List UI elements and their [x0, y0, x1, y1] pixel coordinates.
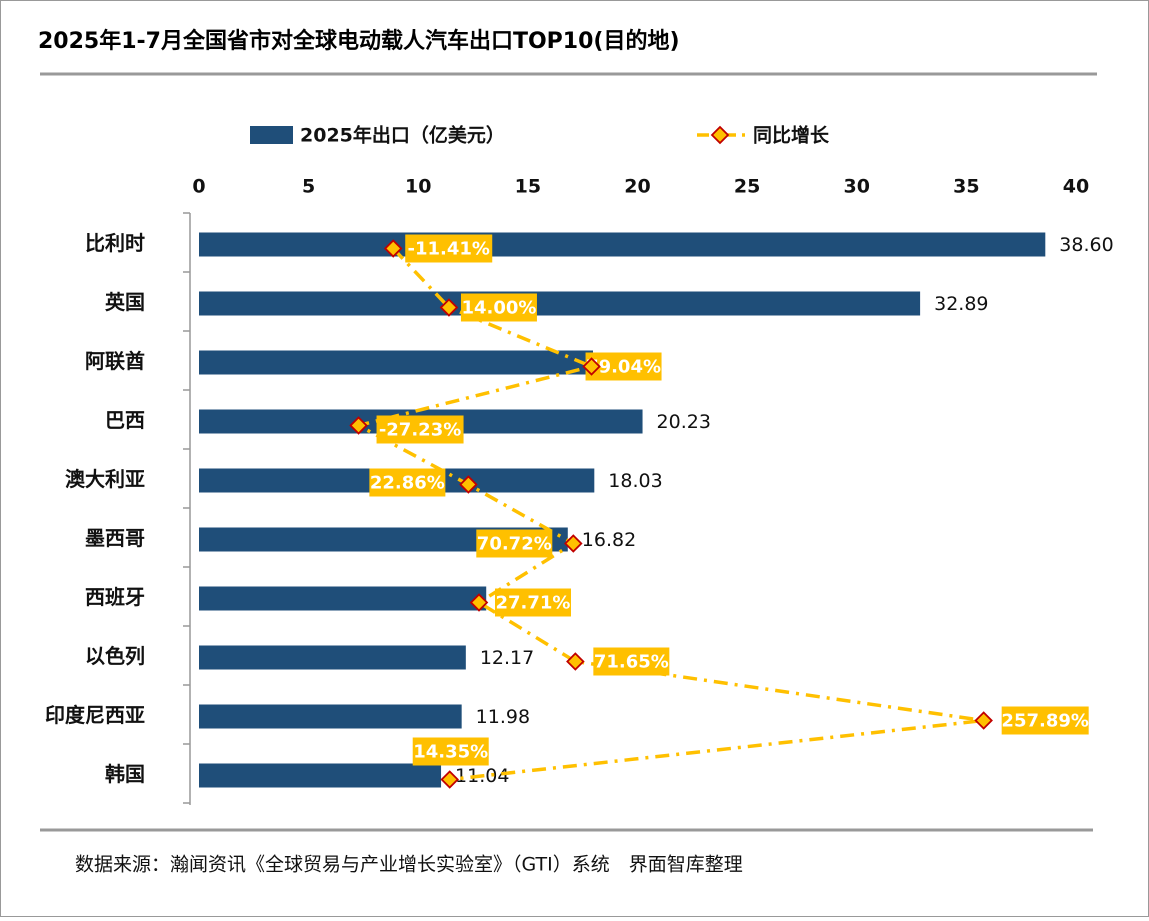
source: 数据来源：瀚闻资讯《全球贸易与产业增长实验室》（GTI）系统 界面智库整理 — [75, 854, 743, 876]
growth-label: 70.72% — [477, 534, 552, 555]
label-box — [412, 737, 489, 766]
growth-marker — [564, 534, 583, 553]
bar — [199, 704, 462, 729]
growth-label: 71.65% — [594, 652, 669, 673]
chart-title: 2025年1-7月全国省市对全球电动载人汽车出口TOP10(目的地) — [38, 28, 680, 54]
legend-swatch — [250, 126, 293, 144]
bar — [199, 291, 921, 316]
growth-marker — [349, 416, 368, 435]
y-tick-label: 西班牙 — [85, 585, 145, 609]
growth-label: 22.86% — [370, 473, 445, 494]
growth-label: -11.41% — [408, 239, 490, 260]
label-box — [593, 647, 670, 676]
label-box — [369, 468, 446, 497]
bar — [199, 763, 442, 788]
value-label: 11.98 — [476, 706, 530, 728]
y-tick-label: 印度尼西亚 — [45, 703, 145, 727]
x-tick-label: 10 — [405, 176, 431, 198]
value-label: 16.82 — [582, 529, 636, 551]
label-box — [376, 415, 464, 444]
value-label: 32.89 — [934, 293, 988, 315]
x-tick-label: 15 — [515, 176, 541, 198]
y-tick-label: 英国 — [105, 290, 145, 314]
label-box — [1001, 706, 1089, 735]
label-box — [476, 529, 553, 558]
x-tick-label: 40 — [1063, 176, 1089, 198]
value-label: 20.23 — [657, 411, 711, 433]
x-tick-label: 20 — [624, 176, 650, 198]
growth-label: 14.00% — [461, 298, 536, 319]
legend-label: 同比增长 — [753, 124, 830, 147]
y-tick-label: 以色列 — [85, 644, 145, 668]
growth-label: -27.23% — [379, 420, 461, 441]
x-tick-label: 5 — [302, 176, 315, 198]
label-box — [495, 588, 572, 617]
legend-label: 2025年出口（亿美元） — [300, 124, 505, 147]
bar — [199, 232, 1046, 257]
bar — [199, 350, 593, 375]
x-tick-label: 30 — [844, 176, 870, 198]
y-tick-label: 韩国 — [105, 762, 145, 786]
growth-marker — [566, 652, 585, 671]
y-tick-label: 巴西 — [105, 408, 145, 432]
growth-marker — [440, 770, 459, 789]
y-tick-label: 阿联酋 — [85, 349, 145, 373]
value-label: 12.17 — [480, 647, 534, 669]
growth-marker — [459, 475, 478, 494]
growth-label: 14.35% — [413, 742, 488, 763]
bar — [199, 645, 466, 670]
value-label: 18.03 — [608, 470, 662, 492]
x-tick-label: 35 — [953, 176, 979, 198]
growth-marker — [582, 357, 601, 376]
label-box — [460, 293, 537, 322]
y-tick-label: 澳大利亚 — [65, 467, 145, 491]
growth-marker — [974, 711, 993, 730]
growth-label: 257.89% — [1001, 711, 1089, 732]
growth-label: 79.04% — [586, 357, 661, 378]
bar — [199, 586, 487, 611]
value-label: 38.60 — [1059, 234, 1113, 256]
growth-line — [353, 247, 984, 782]
growth-label: 27.71% — [496, 593, 571, 614]
growth-marker — [469, 593, 489, 612]
x-tick-label: 0 — [192, 176, 205, 198]
x-tick-label: 25 — [734, 176, 760, 198]
growth-marker — [383, 239, 403, 258]
y-tick-label: 墨西哥 — [85, 526, 145, 550]
legend-marker — [710, 125, 730, 145]
y-tick-label: 比利时 — [85, 231, 145, 255]
growth-marker — [439, 298, 459, 317]
label-box — [405, 234, 493, 263]
